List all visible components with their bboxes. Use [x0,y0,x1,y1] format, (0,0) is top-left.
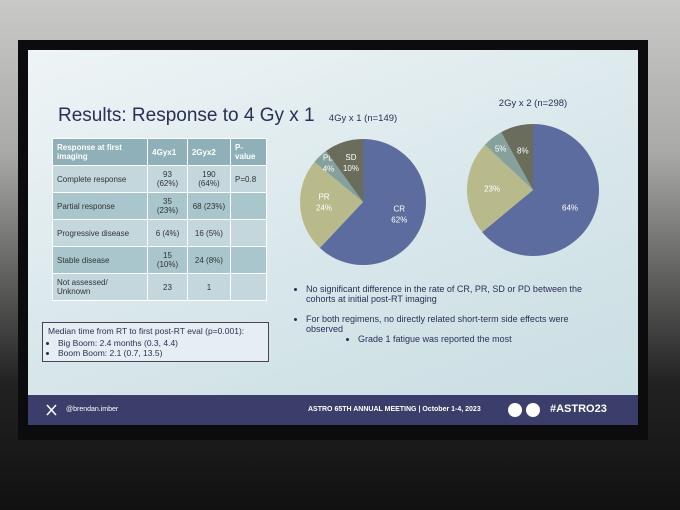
table-cell [230,246,267,274]
header-cell: P-value [230,138,267,166]
table-cell: Stable disease [51,246,149,274]
table-cell: 6 (4%) [147,219,188,247]
table-cell: P=0.8 [230,165,267,193]
sub-bullets: Grade 1 fatigue was reported the most [318,334,606,344]
sub-bullet: Grade 1 fatigue was reported the most [358,334,606,344]
box-item: Boom Boom: 2.1 (0.7, 13.5) [58,348,263,358]
table-cell: Not assessed/ Unknown [51,273,149,301]
social-icons [508,403,540,417]
pie-slice [319,139,427,265]
slice-category: PR [318,192,329,201]
pie-slice [314,151,363,202]
footer-handle: @brendan.imber [66,406,119,413]
table-cell: 16 (5%) [186,219,232,247]
table-row: Stable disease 15 (10%) 24 (8%) [51,246,267,274]
pie-slice [325,139,363,202]
table-cell: 23 [147,273,188,301]
table-cell: Complete response [51,165,149,193]
pie-slice [484,132,533,190]
slice-category: PD [323,153,334,162]
footer-meeting: ASTRO 65TH ANNUAL MEETING | October 1-4,… [308,406,481,413]
slice-label: 24% [316,203,332,212]
pie-title: 2Gy x 2 (n=298) [499,98,567,109]
bullet: For both regimens, no directly related s… [306,314,606,344]
box-list: Big Boom: 2.4 months (0.3, 4.4) Boom Boo… [58,338,263,358]
slice-label: 64% [562,203,578,212]
pie-slice [501,124,533,190]
table-row: Partial response 35 (23%) 68 (23%) [51,192,267,220]
table-cell [230,192,267,220]
table-cell: 24 (8%) [186,246,232,274]
table-row: Not assessed/ Unknown 23 1 [51,273,267,301]
pie-slice [300,161,363,248]
box-heading: Median time from RT to first post-RT eva… [48,326,245,336]
slice-label: 8% [517,146,529,155]
x-icon [46,404,57,416]
table-cell: 35 (23%) [147,192,188,220]
pie-slice [482,124,599,256]
header-cell: 2Gyx2 [186,138,232,166]
slide-title: Results: Response to 4 Gy x 1 [58,105,315,126]
slide: 4Gy x 1 (n=149) CR 62% PR 24% PD 4% SD 10% 2Gy x … [28,50,638,425]
table-cell: 15 (10%) [147,246,188,274]
footer: @brendan.imber ASTRO 65TH ANNUAL MEETING… [28,395,638,425]
bullet-text: For both regimens, no directly related s… [306,314,569,334]
slice-label: 4% [323,164,335,173]
table-header-row: Response at first imaging 4Gyx1 2Gyx2 P-val… [51,138,267,166]
table-cell: 1 [186,273,232,301]
table-cell: 93 (62%) [147,165,188,193]
header-cell: 4Gyx1 [147,138,188,166]
pie-slice [467,144,533,233]
table-row: Progressive disease 6 (4%) 16 (5%) [51,219,267,247]
slice-label: 62% [391,215,407,224]
table-row: Complete response 93 (62%) 190 (64%) P=0.8 [51,165,267,193]
results-table: Response at first imaging 4Gyx1 2Gyx2 P-val… [51,138,267,301]
box-item: Big Boom: 2.4 months (0.3, 4.4) [58,338,263,348]
bullet: No significant difference in the rate of… [306,284,606,304]
table-cell: Partial response [51,192,149,220]
pie-area: 4Gy x 1 (n=149) CR 62% PR 24% PD 4% SD 10% 2Gy x … [300,98,599,265]
slice-label: 10% [343,164,359,173]
table-cell [230,273,267,301]
slice-category: CR [394,204,406,213]
median-box: Median time from RT to first post-RT eva… [42,322,269,362]
table-cell [230,219,267,247]
table-cell: 68 (23%) [186,192,232,220]
bullets: No significant difference in the rate of… [306,284,606,354]
table-cell: 190 (64%) [186,165,232,193]
pie-title: 4Gy x 1 (n=149) [329,113,397,124]
slice-label: 5% [495,144,507,153]
header-cell: Response at first imaging [51,138,149,166]
slice-label: 23% [484,185,500,194]
table-cell: Progressive disease [51,219,149,247]
slice-category: SD [345,153,356,162]
footer-hashtag: #ASTRO23 [550,403,607,415]
